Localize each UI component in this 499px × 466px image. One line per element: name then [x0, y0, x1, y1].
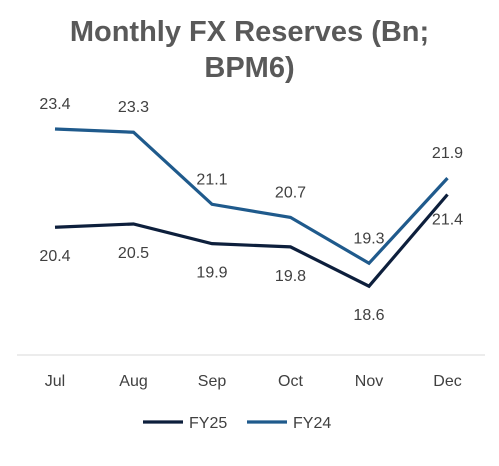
data-label: 23.4 [39, 96, 70, 113]
legend-label: FY25 [189, 415, 227, 432]
data-label: 23.3 [118, 99, 149, 116]
data-label: 21.4 [432, 211, 463, 228]
series-line-fy25 [54, 193, 449, 289]
x-tick-label: Sep [198, 373, 227, 390]
legend-label: FY24 [293, 415, 331, 432]
chart-title-line2: BPM6) [204, 52, 295, 84]
x-tick-label: Jul [45, 373, 65, 390]
x-tick-label: Dec [433, 373, 461, 390]
data-label: 18.6 [353, 307, 384, 324]
data-label: 21.9 [432, 145, 463, 162]
data-label: 19.9 [196, 265, 227, 282]
data-label: 19.3 [353, 230, 384, 247]
series-line-fy24 [54, 127, 449, 266]
x-tick-label: Nov [355, 373, 383, 390]
data-label: 21.1 [196, 171, 227, 188]
data-label: 19.8 [275, 268, 306, 285]
x-tick-label: Aug [119, 373, 147, 390]
data-label: 20.5 [118, 245, 149, 262]
data-label: 20.7 [275, 184, 306, 201]
chart-title-line1: Monthly FX Reserves (Bn; [69, 16, 430, 48]
data-label: 20.4 [39, 248, 70, 265]
x-tick-label: Oct [278, 373, 303, 390]
chart-title: Monthly FX Reserves (Bn; BPM6) [0, 14, 499, 86]
